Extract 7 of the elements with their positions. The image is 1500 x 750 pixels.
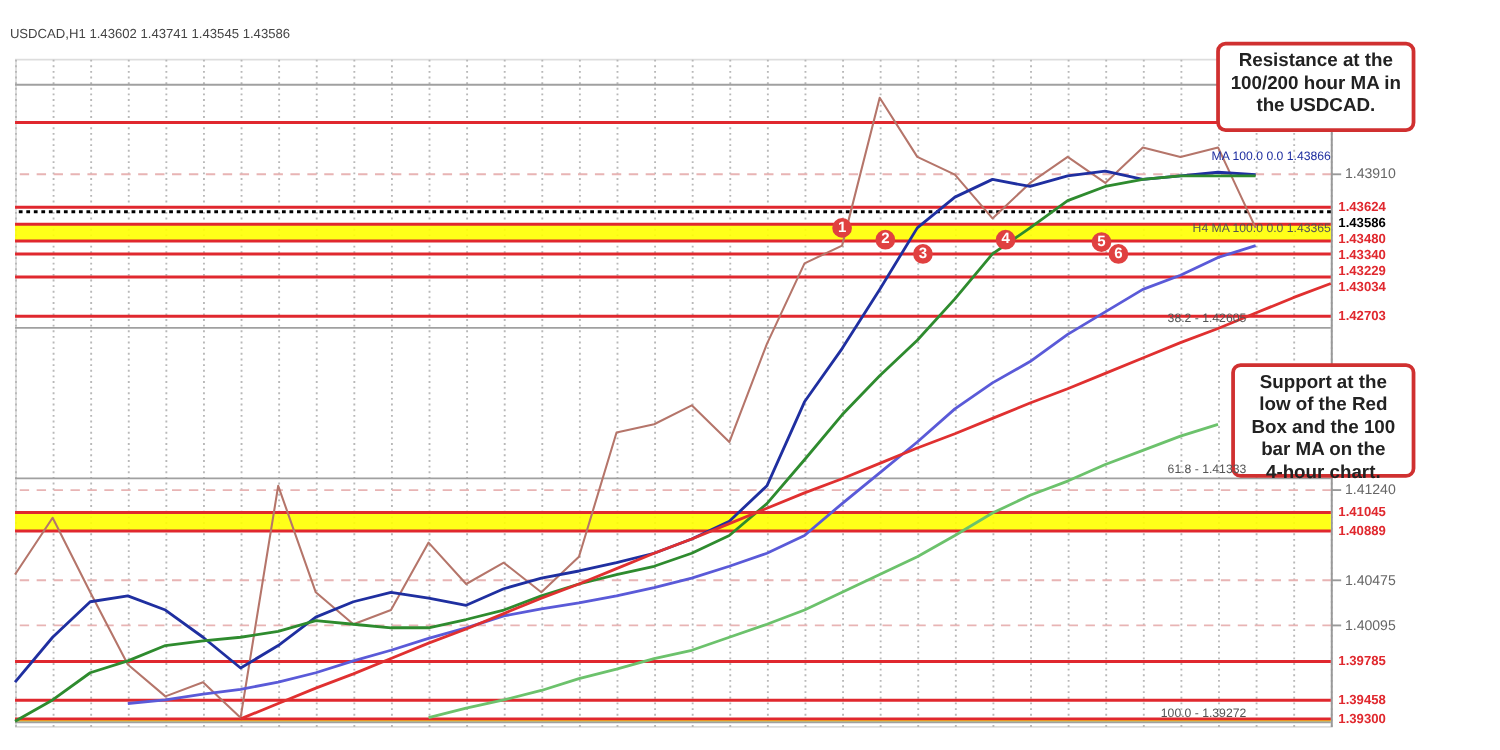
annotation: 2 [881,229,890,248]
annotation: 1 [837,217,847,236]
annotation: 4 [1001,229,1012,248]
annotation: 3 [918,243,928,262]
annotation: 5 [1097,231,1106,250]
annotation: 6 [1114,243,1123,262]
annotation: Resistance at the 100/200 hour MA in the USDCAD. [1230,48,1402,116]
